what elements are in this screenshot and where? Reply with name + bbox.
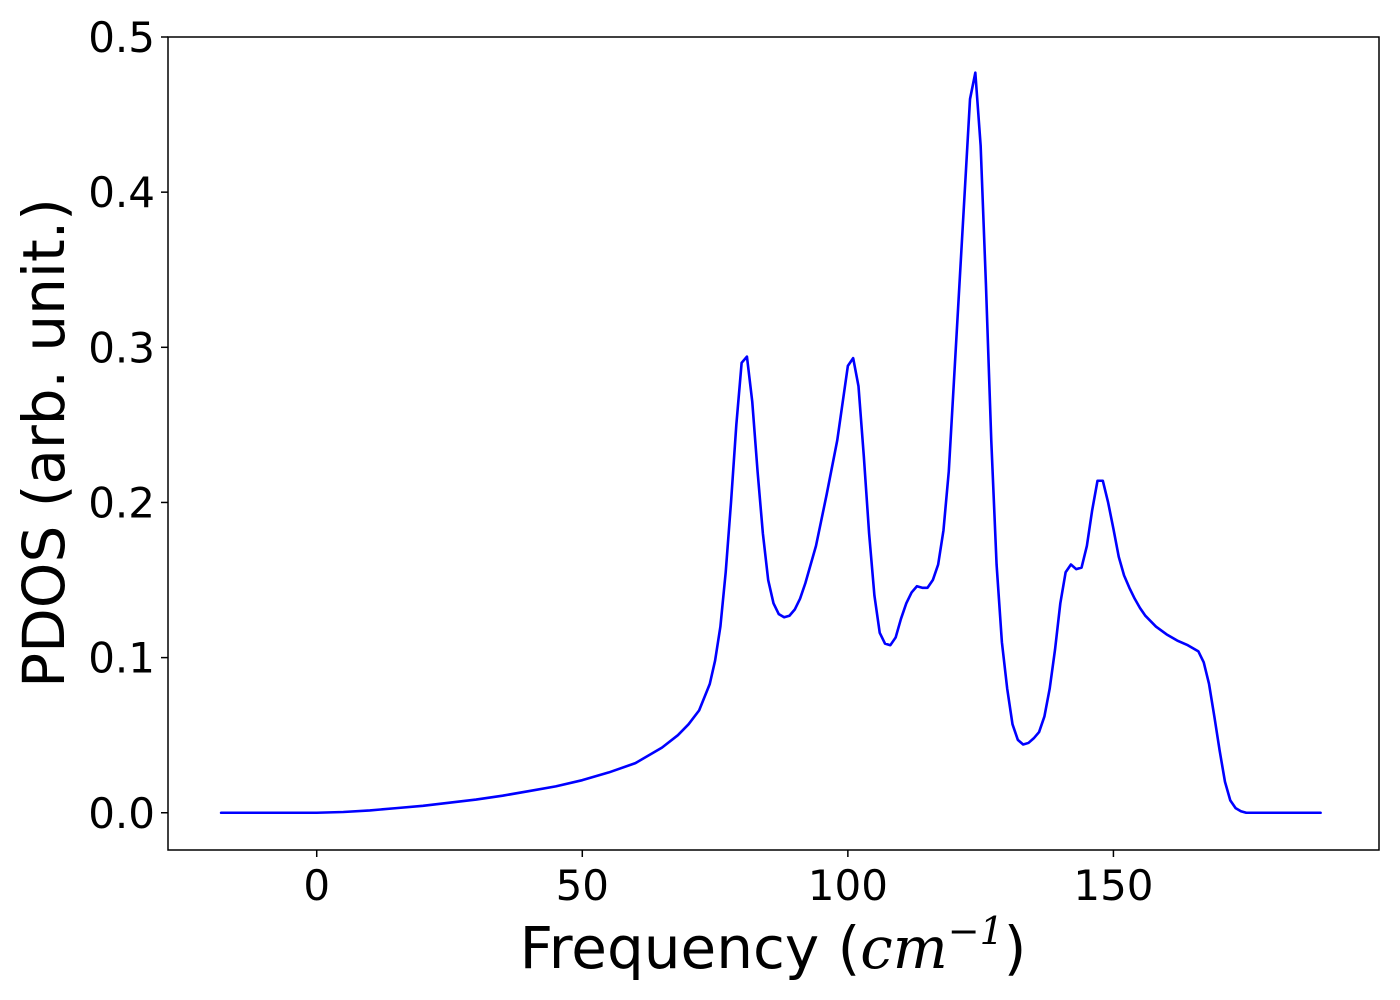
y-axis-ticks: 0.0 0.1 0.2 0.3 0.4 0.5 bbox=[88, 13, 168, 838]
x-axis-label-exponent: −1 bbox=[948, 909, 1004, 953]
plot-area bbox=[167, 36, 1380, 851]
x-axis-label-unit: cm bbox=[860, 914, 947, 982]
y-tick-label: 0.0 bbox=[88, 789, 155, 838]
x-axis-label: Frequency (cm−1) bbox=[520, 909, 1027, 982]
x-tick-label: 150 bbox=[1073, 861, 1153, 910]
y-tick-label: 0.3 bbox=[88, 323, 155, 372]
y-tick-label: 0.1 bbox=[88, 634, 155, 683]
y-tick-label: 0.4 bbox=[88, 168, 155, 217]
y-axis-label: PDOS (arb. unit.) bbox=[10, 198, 78, 688]
y-tick-label: 0.5 bbox=[88, 13, 155, 62]
series-layer bbox=[219, 71, 1322, 815]
x-axis-label-suffix: ) bbox=[1004, 914, 1027, 982]
x-tick-label: 50 bbox=[556, 861, 609, 910]
x-axis-ticks: 0 50 100 150 bbox=[303, 850, 1154, 910]
series-line-0 bbox=[219, 71, 1322, 815]
x-tick-label: 100 bbox=[808, 861, 888, 910]
x-axis-label-prefix: Frequency ( bbox=[520, 914, 861, 982]
x-tick-label: 0 bbox=[303, 861, 330, 910]
y-tick-label: 0.2 bbox=[88, 478, 155, 527]
